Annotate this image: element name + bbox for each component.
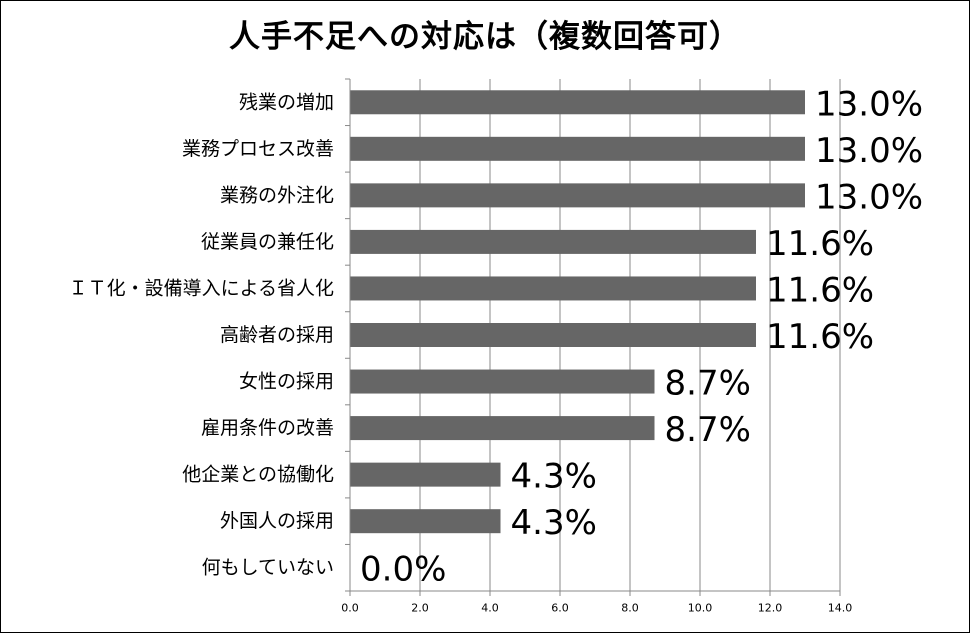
bar [350,276,756,301]
category-label: 女性の採用 [239,371,334,393]
x-tick-label: 8.0 [621,602,639,615]
category-label: 外国人の採用 [220,510,334,532]
data-label: 4.3% [511,503,597,543]
bar [350,323,756,347]
x-tick-label: 14.0 [828,602,853,615]
x-tick-label: 4.0 [481,602,499,615]
bar [350,462,501,487]
bar [350,90,805,115]
category-label: 従業員の兼任化 [201,231,334,253]
bar [350,136,805,161]
data-label: 8.7% [665,410,751,450]
data-label: 8.7% [665,364,751,404]
axes: 0.0 2.0 4.0 6.0 8.0 10.0 12.0 14.0 [341,78,853,615]
category-label: 他企業との協働化 [182,464,334,486]
data-label: 13.0% [815,177,923,217]
data-label: 4.3% [511,457,597,497]
bar [350,369,655,394]
labels: 残業の増加 13.0% 業務プロセス改善 13.0% 業務の外注化 13.0% 従業員の兼任… [69,84,923,589]
x-tick-label: 6.0 [551,602,569,615]
bar [350,229,756,254]
data-label: 11.6% [766,270,874,310]
category-label: 業務プロセス改善 [182,138,334,160]
bar [350,183,805,208]
data-label: 0.0% [360,550,446,590]
category-label: ＩＴ化・設備導入による省人化 [69,277,334,299]
bars [350,90,805,534]
category-label: 業務の外注化 [220,184,334,206]
bar [350,509,501,534]
data-label: 13.0% [815,131,923,171]
x-tick-label: 0.0 [341,602,359,615]
bar [350,416,655,441]
chart-title: 人手不足への対応は（複数回答可） [229,19,741,55]
x-tick-label: 2.0 [411,602,429,615]
category-label: 残業の増加 [239,91,334,113]
category-label: 何もしていない [202,557,334,579]
data-label: 13.0% [815,84,923,124]
data-label: 11.6% [766,317,874,357]
x-tick-label: 12.0 [758,602,783,615]
data-label: 11.6% [766,224,874,264]
category-label: 雇用条件の改善 [201,417,334,439]
x-tick-label: 10.0 [688,602,713,615]
category-label: 高齢者の採用 [220,324,334,346]
